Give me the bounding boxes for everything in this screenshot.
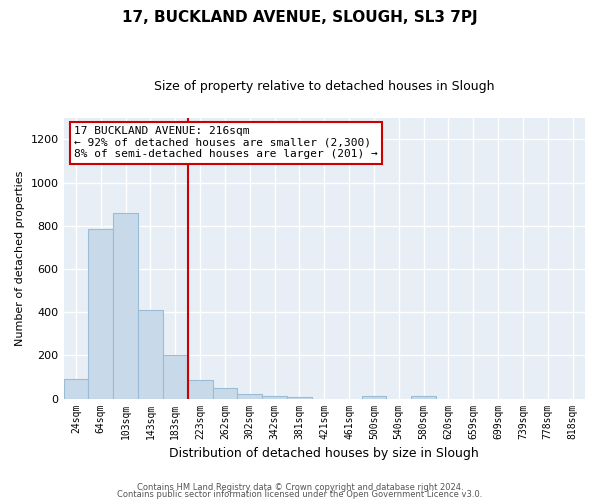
Bar [362,396,386,398]
Text: 17 BUCKLAND AVENUE: 216sqm
← 92% of detached houses are smaller (2,300)
8% of se: 17 BUCKLAND AVENUE: 216sqm ← 92% of deta… [74,126,378,160]
Bar [88,229,113,398]
Bar [188,380,212,398]
Text: Contains public sector information licensed under the Open Government Licence v3: Contains public sector information licen… [118,490,482,499]
Bar [262,396,287,398]
Bar [163,356,188,399]
Bar [64,379,88,398]
Text: Contains HM Land Registry data © Crown copyright and database right 2024.: Contains HM Land Registry data © Crown c… [137,484,463,492]
X-axis label: Distribution of detached houses by size in Slough: Distribution of detached houses by size … [169,447,479,460]
Bar [212,388,238,398]
Bar [411,396,436,398]
Bar [113,213,138,398]
Bar [238,394,262,398]
Bar [138,310,163,398]
Text: 17, BUCKLAND AVENUE, SLOUGH, SL3 7PJ: 17, BUCKLAND AVENUE, SLOUGH, SL3 7PJ [122,10,478,25]
Y-axis label: Number of detached properties: Number of detached properties [15,170,25,346]
Title: Size of property relative to detached houses in Slough: Size of property relative to detached ho… [154,80,494,93]
